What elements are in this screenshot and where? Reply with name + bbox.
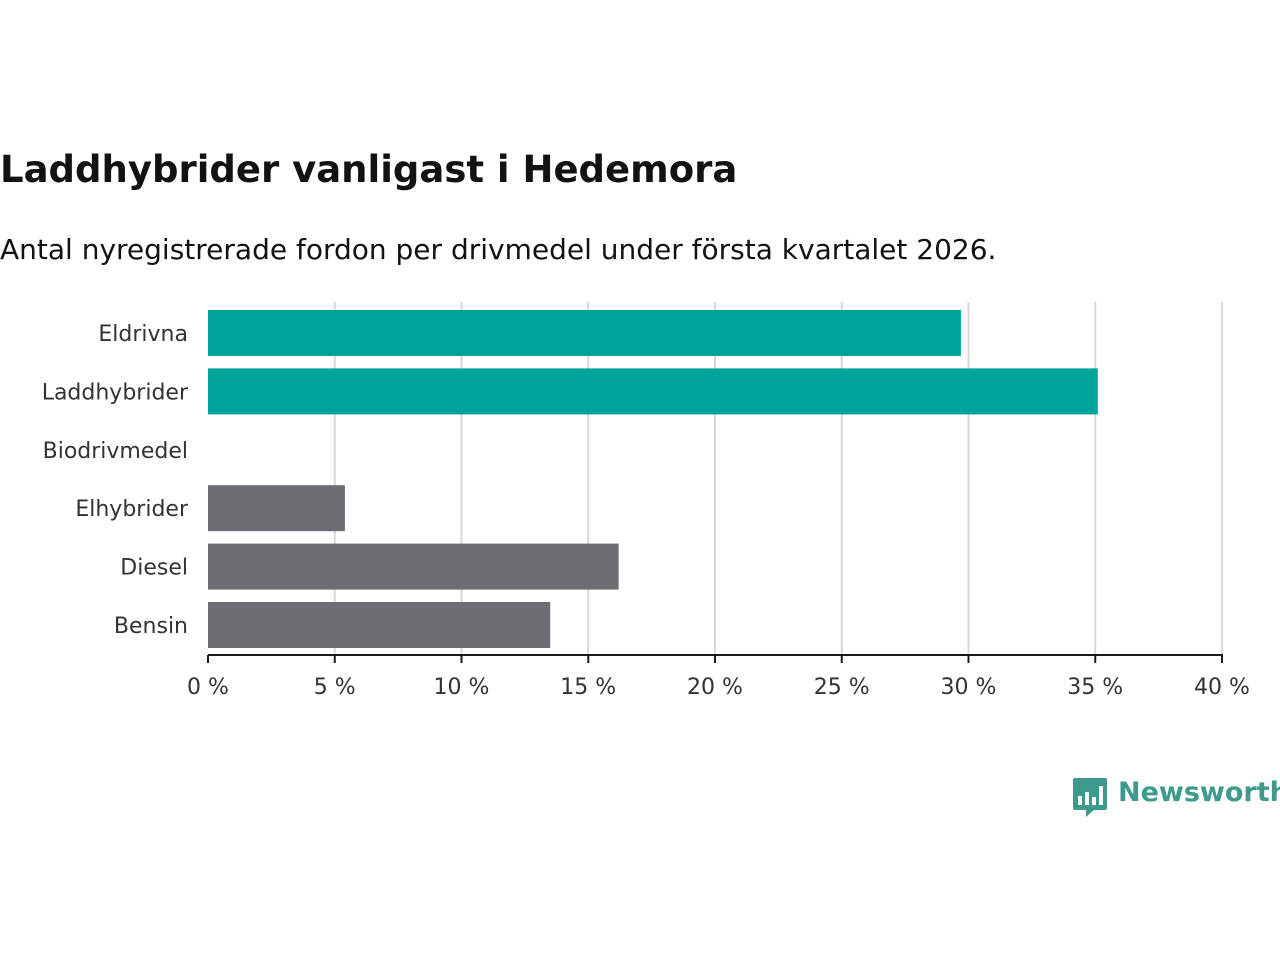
bar-elhybrider — [208, 485, 345, 532]
bar-laddhybrider — [208, 368, 1098, 415]
bar-bensin — [208, 602, 551, 648]
x-tick-label: 20 % — [687, 675, 743, 700]
x-tick-label: 5 % — [314, 675, 356, 700]
category-labels: Eldrivna Laddhybrider Biodrivmedel Elhybrid… — [42, 322, 189, 639]
bar-eldrivna — [208, 310, 961, 356]
chart-subtitle: Antal nyregistrerade fordon per drivmede… — [0, 233, 997, 266]
x-tick-label: 35 % — [1067, 675, 1123, 700]
x-tick-label: 25 % — [814, 675, 870, 700]
x-tick-label: 40 % — [1194, 675, 1250, 700]
bar-diesel — [208, 543, 619, 590]
x-axis: 0 % 5 % 10 % 15 % 20 % 25 % 30 % 35 % 40 % — [187, 654, 1250, 700]
brand-name: Newsworthy — [1118, 777, 1280, 808]
category-label: Diesel — [120, 556, 188, 581]
chart-title: Laddhybrider vanligast i Hedemora — [0, 148, 738, 191]
category-label: Biodrivmedel — [43, 439, 188, 464]
x-tick-label: 30 % — [941, 675, 997, 700]
x-tick-label: 0 % — [187, 675, 229, 700]
category-label: Eldrivna — [98, 322, 188, 347]
gridlines — [333, 302, 1223, 655]
newsworthy-logo: Newsworthy — [1072, 776, 1280, 820]
category-label: Laddhybrider — [42, 380, 189, 405]
category-label: Elhybrider — [75, 497, 189, 522]
x-tick-label: 10 % — [434, 675, 490, 700]
bars — [208, 310, 1098, 648]
x-tick-label: 15 % — [560, 675, 616, 700]
newsworthy-bar-chart-icon — [1073, 778, 1107, 817]
category-label: Bensin — [114, 614, 188, 639]
